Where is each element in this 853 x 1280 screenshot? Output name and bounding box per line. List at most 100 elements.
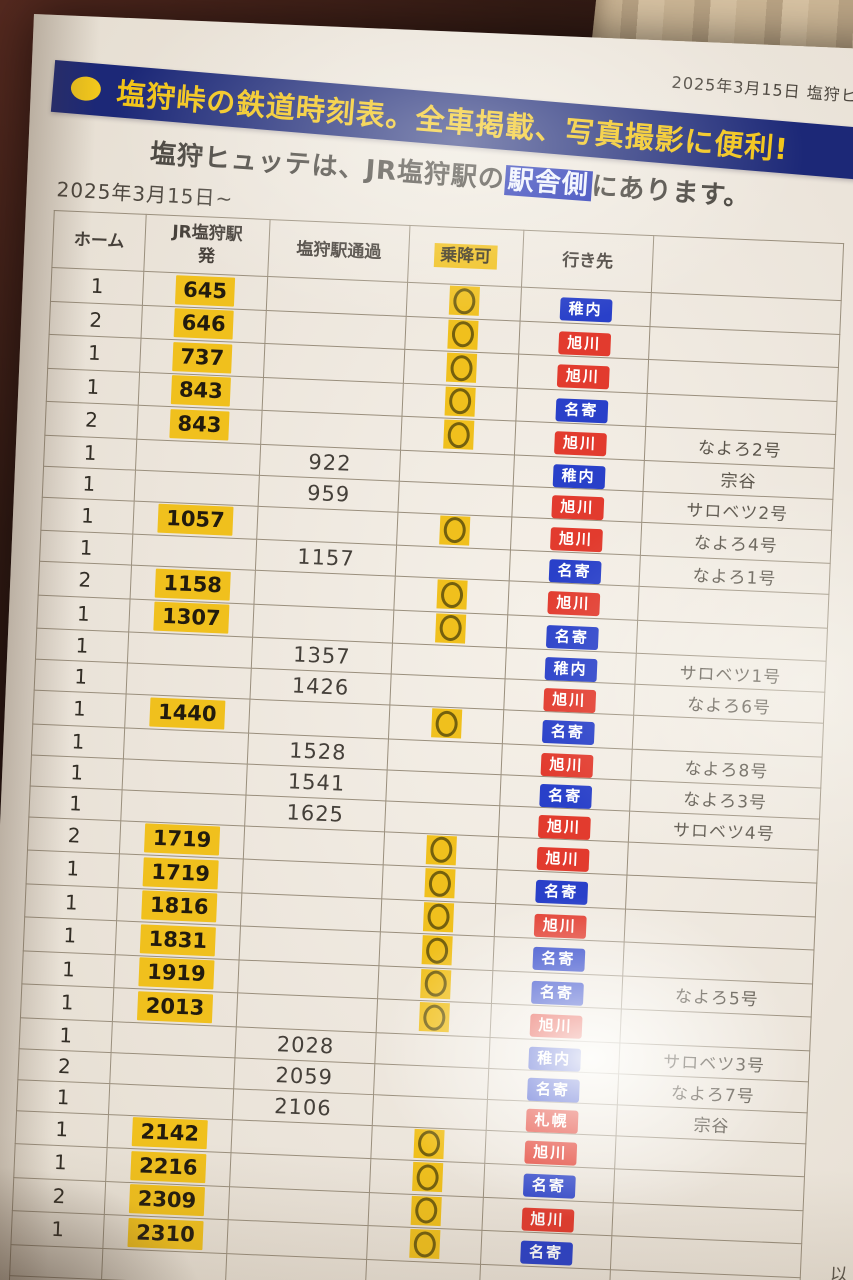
board-cell: [393, 576, 510, 615]
platform-cell: 1: [47, 334, 142, 372]
departure-cell: 2310: [102, 1214, 229, 1254]
departure-cell: 1057: [132, 500, 259, 540]
pass-time: 1625: [286, 799, 345, 827]
platform-cell: 1: [13, 1143, 108, 1182]
departure-time: 2142: [131, 1117, 208, 1150]
destination-cell: 名寄: [495, 869, 627, 909]
destination-cell: 旭川: [517, 354, 649, 394]
board-cell: [378, 931, 495, 971]
platform-number: 1: [86, 374, 100, 399]
departure-cell: 1307: [128, 598, 254, 638]
destination-cell: 旭川: [497, 836, 629, 876]
circle-mark-icon: [427, 869, 451, 897]
departure-time: 843: [170, 375, 232, 407]
platform-number: 1: [72, 696, 87, 722]
platform-number: 2: [88, 307, 103, 332]
circle-mark-icon: [429, 836, 453, 864]
departure-cell: [122, 758, 248, 795]
train-name: サロベツ4号: [672, 820, 776, 845]
departure-cell: [135, 438, 261, 475]
departure-time: 1719: [144, 823, 220, 856]
board-cell: [387, 738, 503, 775]
board-cell: [369, 1158, 485, 1197]
train-name: なよろ7号: [670, 1083, 756, 1108]
train-name: なよろ4号: [693, 533, 779, 557]
timetable-body: 1 645 稚内 2 646 旭川 1 737 旭川 1 843 名寄 2 843 旭川 なよろ2号 1 922 稚…: [8, 267, 842, 1280]
platform-cell: 1: [10, 1210, 105, 1248]
circle-mark-icon: [434, 709, 458, 737]
platform-number: 2: [67, 822, 82, 848]
pass-time: 959: [306, 480, 351, 507]
departure-cell: [111, 1021, 237, 1058]
destination-badge: 旭川: [556, 364, 610, 390]
board-ok-stamp: [444, 386, 476, 417]
platform-cell: 1: [50, 267, 144, 305]
destination-badge: 札幌: [525, 1108, 579, 1134]
destination-cell: 名寄: [515, 387, 648, 427]
destination-badge: 旭川: [546, 591, 600, 617]
destination-cell: 旭川: [518, 320, 650, 360]
platform-cell: 1: [32, 690, 127, 728]
platform-cell: 1: [23, 916, 117, 955]
destination-cell: 名寄: [502, 709, 634, 749]
board-cell: [404, 315, 521, 355]
footer-note: 以上: [829, 1264, 853, 1280]
platform-cell: 2: [44, 401, 139, 439]
departure-cell: [108, 1083, 234, 1120]
destination-cell: 旭川: [514, 421, 646, 460]
departure-time: 646: [173, 308, 235, 340]
platform-cell: 1: [24, 883, 119, 921]
circle-mark-icon: [426, 903, 450, 931]
header-pass: 塩狩駅通過: [267, 219, 410, 283]
departure-cell: 2216: [105, 1147, 231, 1187]
header-board-ok: 乗降可: [407, 225, 524, 288]
board-cell: [396, 511, 512, 550]
circle-mark-icon: [425, 936, 449, 964]
board-ok-stamp: [408, 1228, 440, 1260]
platform-number: 1: [50, 1217, 65, 1242]
departure-time: 843: [168, 408, 230, 441]
board-ok-stamp: [411, 1161, 443, 1193]
departure-cell: 1440: [124, 693, 250, 733]
platform-number: 2: [52, 1183, 66, 1209]
board-cell: [376, 998, 492, 1037]
departure-time: 645: [174, 274, 236, 307]
circle-mark-icon: [414, 1197, 438, 1224]
board-cell: [400, 416, 516, 455]
platform-number: 1: [90, 273, 105, 299]
circle-mark-icon: [417, 1130, 441, 1157]
departure-time: 1307: [153, 601, 230, 634]
destination-badge: 旭川: [540, 752, 593, 778]
platform-cell: 1: [46, 367, 140, 406]
destination-cell: 名寄: [491, 970, 623, 1009]
platform-number: 1: [63, 923, 77, 948]
destination-cell: 旭川: [494, 903, 626, 943]
destination-cell: 旭川: [481, 1196, 614, 1236]
board-cell: [401, 382, 518, 422]
board-cell: [380, 898, 496, 937]
departure-cell: [127, 632, 253, 669]
pass-time: 2059: [275, 1062, 334, 1089]
platform-number: 1: [58, 1022, 73, 1047]
board-ok-stamp: [425, 834, 457, 865]
board-cell: [366, 1225, 482, 1264]
board-cell: [373, 1063, 489, 1099]
destination-badge: 旭川: [536, 846, 590, 872]
board-ok-stamp: [412, 1128, 445, 1159]
circle-mark-icon: [438, 614, 462, 642]
header-platform: ホーム: [51, 210, 147, 272]
platform-number: 2: [84, 407, 99, 433]
platform-cell: 1: [34, 659, 128, 694]
empty-cell: [101, 1247, 227, 1280]
pass-time: 922: [307, 449, 353, 476]
platform-cell: 2: [17, 1048, 112, 1084]
departure-time: 1816: [141, 890, 218, 923]
board-cell: [374, 1032, 491, 1068]
board-cell: [370, 1125, 487, 1164]
board-ok-stamp: [419, 968, 451, 999]
platform-cell: 1: [39, 530, 133, 566]
board-cell: [388, 705, 504, 744]
destination-badge: 旭川: [549, 526, 603, 552]
destination-badge: 旭川: [557, 330, 611, 357]
subtitle-highlight: 駅舎側: [503, 165, 593, 202]
